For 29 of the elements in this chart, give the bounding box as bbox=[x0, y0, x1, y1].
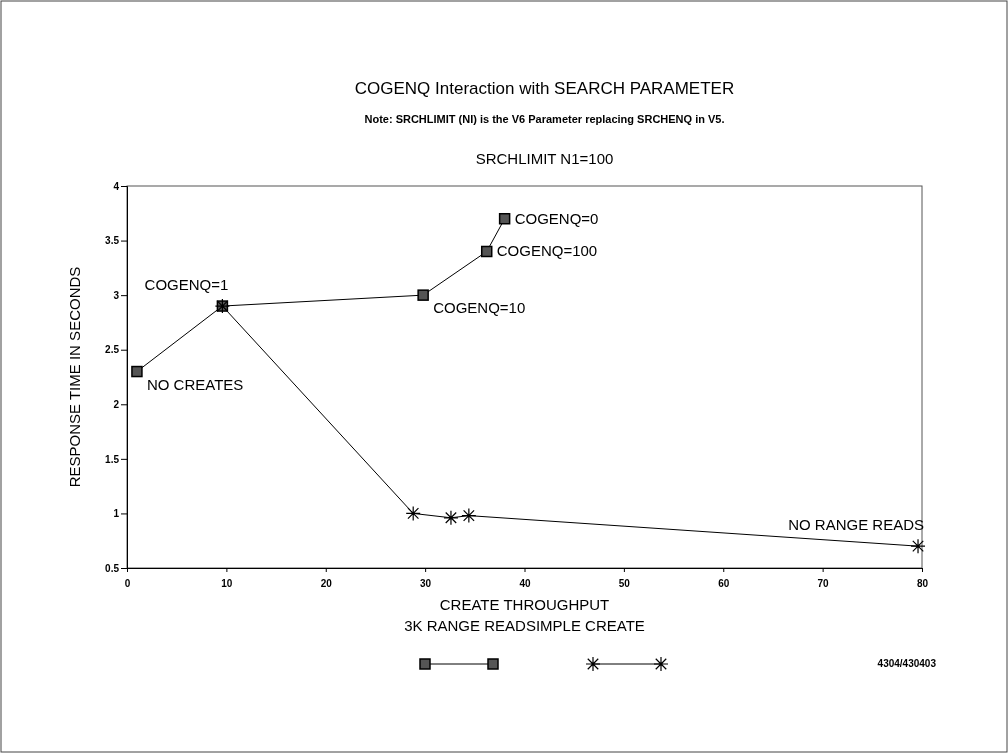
annotation: COGENQ=0 bbox=[514, 209, 599, 227]
y-axis-title: RESPONSE TIME IN SECONDS bbox=[66, 266, 83, 488]
chart-title: COGENQ Interaction with SEARCH PARAMETER bbox=[354, 79, 735, 98]
y-tick-label: 2.5 bbox=[105, 344, 120, 356]
y-tick-label: 4 bbox=[113, 180, 120, 192]
x-tick-label: 30 bbox=[420, 578, 432, 590]
y-tick-label: 0.5 bbox=[105, 562, 120, 574]
y-tick-label: 2 bbox=[113, 398, 120, 410]
x-tick-label: 60 bbox=[718, 578, 730, 590]
x-tick-label: 20 bbox=[320, 578, 333, 590]
chart-subtitle: Note: SRCHLIMIT (NI) is the V6 Parameter replacing SRCHENQ in V5. bbox=[364, 113, 725, 125]
x-tick-label: 50 bbox=[618, 578, 631, 590]
x-tick-label: 80 bbox=[916, 578, 929, 590]
y-tick-label: 3 bbox=[113, 289, 120, 301]
x-tick-label: 10 bbox=[221, 578, 233, 590]
text: 4304/430403 bbox=[877, 658, 937, 669]
annotation: COGENQ=100 bbox=[496, 242, 598, 260]
x-tick-label: 70 bbox=[817, 578, 830, 590]
x-tick-label: 0 bbox=[124, 578, 131, 590]
y-tick-label: 3.5 bbox=[105, 235, 120, 247]
x-axis-title: CREATE THROUGHPUT 3K RANGE READSIMPLE CREATE bbox=[404, 596, 645, 634]
text: SRCHLIMIT N1=100 bbox=[475, 150, 614, 167]
x-tick-label: 40 bbox=[519, 578, 531, 590]
annotation: COGENQ=1 bbox=[144, 276, 229, 294]
annotation: NO RANGE READS bbox=[788, 516, 925, 534]
annotation: COGENQ=10 bbox=[433, 299, 526, 317]
annotation: NO CREATES bbox=[146, 375, 244, 393]
y-tick-label: 1.5 bbox=[105, 453, 120, 465]
y-tick-label: 1 bbox=[113, 508, 120, 520]
